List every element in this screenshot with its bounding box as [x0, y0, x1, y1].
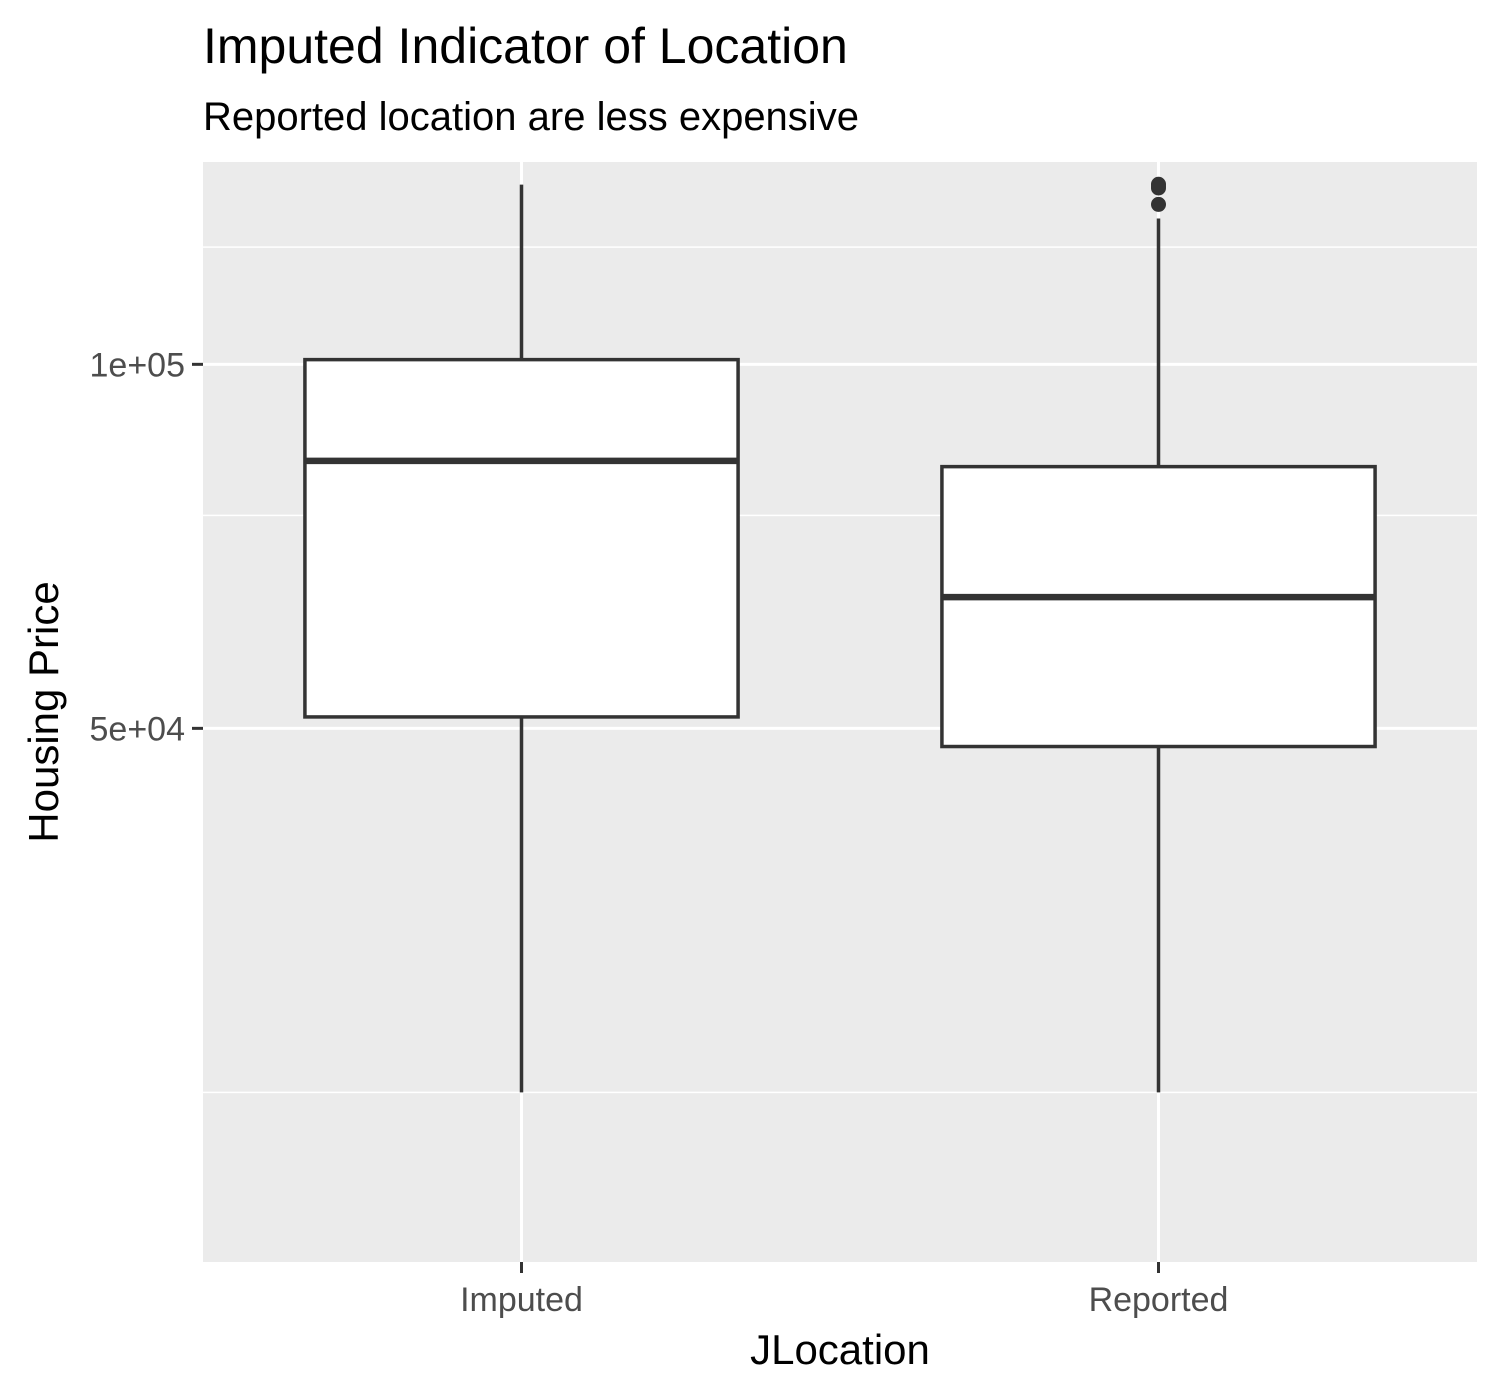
y-tick-label: 5e+04 — [90, 710, 186, 748]
iqr-box — [940, 464, 1377, 749]
x-tick-label: Imputed — [460, 1281, 583, 1319]
outlier-point — [1151, 176, 1166, 192]
iqr-box — [303, 357, 740, 719]
x-tick-label: Reported — [1089, 1281, 1229, 1319]
chart-title: Imputed Indicator of Location — [203, 18, 848, 74]
y-axis-title: Housing Price — [20, 581, 67, 842]
x-axis-title: JLocation — [750, 1326, 930, 1373]
x-axis: Imputed Reported — [460, 1262, 1228, 1319]
y-axis: 5e+04 1e+05 — [90, 346, 203, 748]
chart-subtitle: Reported location are less expensive — [203, 95, 859, 139]
y-tick-label: 1e+05 — [90, 346, 186, 384]
boxplot-series — [303, 176, 1377, 1093]
outlier-point — [1151, 196, 1166, 212]
